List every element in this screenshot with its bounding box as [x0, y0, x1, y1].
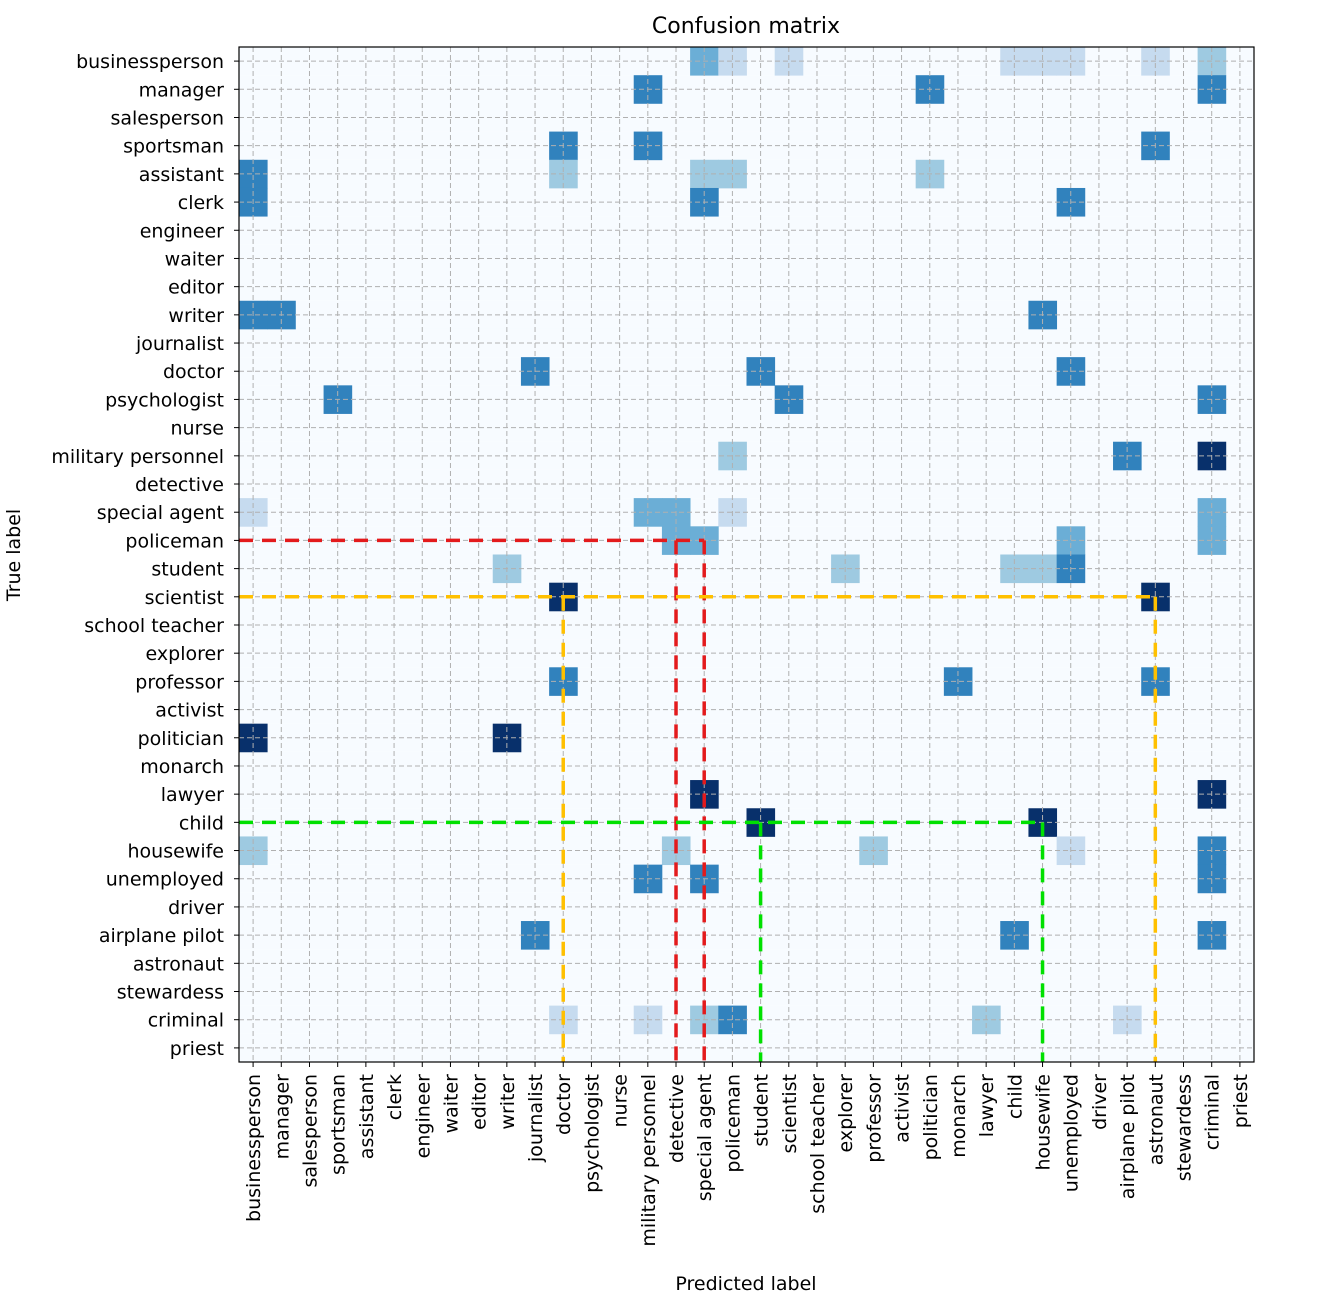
x-tick-label: activist [892, 1074, 914, 1143]
y-tick-label: airplane pilot [99, 925, 224, 947]
x-tick-label: detective [666, 1074, 688, 1163]
x-tick-label: editor [469, 1074, 491, 1130]
x-tick-label: writer [497, 1074, 519, 1130]
x-tick-label: housewife [1033, 1074, 1055, 1171]
y-tick-label: priest [170, 1038, 224, 1060]
y-tick-label: psychologist [105, 389, 224, 411]
x-tick-label: school teacher [807, 1074, 829, 1214]
x-tick-label: professor [863, 1074, 885, 1163]
y-tick-label: child [179, 812, 224, 834]
x-tick-label: waiter [440, 1074, 462, 1134]
y-tick-label: nurse [171, 418, 224, 440]
x-axis-label: Predicted label [675, 1273, 816, 1295]
x-tick-label: nurse [610, 1074, 632, 1127]
y-tick-label: assistant [139, 164, 224, 186]
y-tick-label: special agent [97, 502, 224, 524]
y-tick-label: engineer [140, 220, 224, 242]
y-tick-label: writer [168, 305, 224, 327]
plot-frame [238, 46, 1255, 1063]
y-tick-label: explorer [146, 643, 225, 665]
y-tick-label: politician [138, 728, 224, 750]
x-tick-label: assistant [356, 1074, 378, 1159]
x-tick-label: journalist [525, 1074, 547, 1163]
x-tick-label: salesperson [299, 1074, 321, 1188]
y-tick-label: editor [168, 277, 224, 299]
x-tick-label: engineer [412, 1074, 434, 1158]
x-tick-label: airplane pilot [1117, 1074, 1139, 1199]
y-tick-label: journalist [135, 333, 224, 355]
x-tick-label: sportsman [328, 1074, 350, 1175]
x-tick-label: military personnel [638, 1074, 660, 1247]
x-tick-label: child [1004, 1074, 1026, 1119]
y-tick-label: school teacher [84, 615, 224, 637]
y-tick-label: activist [155, 700, 224, 722]
y-tick-label: salesperson [110, 107, 224, 129]
y-tick-label: professor [135, 671, 224, 693]
y-tick-label: scientist [145, 587, 224, 609]
x-tick-label: astronaut [1145, 1074, 1167, 1165]
y-tick-label: lawyer [161, 784, 224, 806]
x-tick-label: stewardess [1174, 1074, 1196, 1181]
x-tick-label: monarch [948, 1074, 970, 1158]
y-tick-label: policeman [125, 530, 224, 552]
y-tick-label: driver [168, 897, 224, 919]
y-tick-label: sportsman [123, 136, 224, 158]
y-axis-label: True label [3, 509, 25, 602]
y-tick-label: businessperson [76, 51, 224, 73]
y-tick-label: student [151, 559, 224, 581]
y-tick-label: manager [139, 79, 225, 101]
y-tick-label: unemployed [106, 869, 224, 891]
x-tick-label: clerk [384, 1074, 406, 1120]
y-tick-label: doctor [163, 361, 224, 383]
x-tick-label: criminal [1202, 1074, 1224, 1150]
y-tick-label: clerk [178, 192, 224, 214]
chart-title: Confusion matrix [652, 14, 840, 39]
x-tick-label: driver [1089, 1074, 1111, 1130]
y-tick-label: astronaut [133, 953, 224, 975]
x-tick-label: unemployed [1061, 1074, 1083, 1192]
y-tick-label: stewardess [117, 982, 224, 1004]
x-tick-label: explorer [835, 1074, 857, 1153]
x-tick-label: priest [1230, 1074, 1252, 1128]
y-tick-label: military personnel [51, 446, 224, 468]
x-tick-label: special agent [694, 1074, 716, 1201]
y-tick-label: detective [135, 474, 224, 496]
x-tick-label: psychologist [581, 1074, 603, 1193]
x-tick-label: businessperson [243, 1074, 265, 1222]
heatmap-cells [239, 47, 1254, 1062]
highlight-annotations [239, 538, 1158, 1062]
x-tick-label: politician [920, 1074, 942, 1160]
y-axis-ticks: businessperson manager salesperson sportsma… [51, 51, 239, 1060]
x-tick-label: manager [271, 1074, 293, 1160]
x-tick-label: doctor [553, 1074, 575, 1135]
y-tick-label: waiter [165, 248, 225, 270]
y-tick-label: monarch [140, 756, 224, 778]
x-axis-ticks: businessperson manager salesperson sportsma… [243, 1062, 1252, 1247]
y-tick-label: housewife [128, 841, 225, 863]
x-tick-label: student [751, 1074, 773, 1147]
y-tick-label: criminal [148, 1010, 224, 1032]
x-tick-label: policeman [722, 1074, 744, 1173]
x-tick-label: lawyer [976, 1074, 998, 1137]
x-tick-label: scientist [779, 1074, 801, 1153]
